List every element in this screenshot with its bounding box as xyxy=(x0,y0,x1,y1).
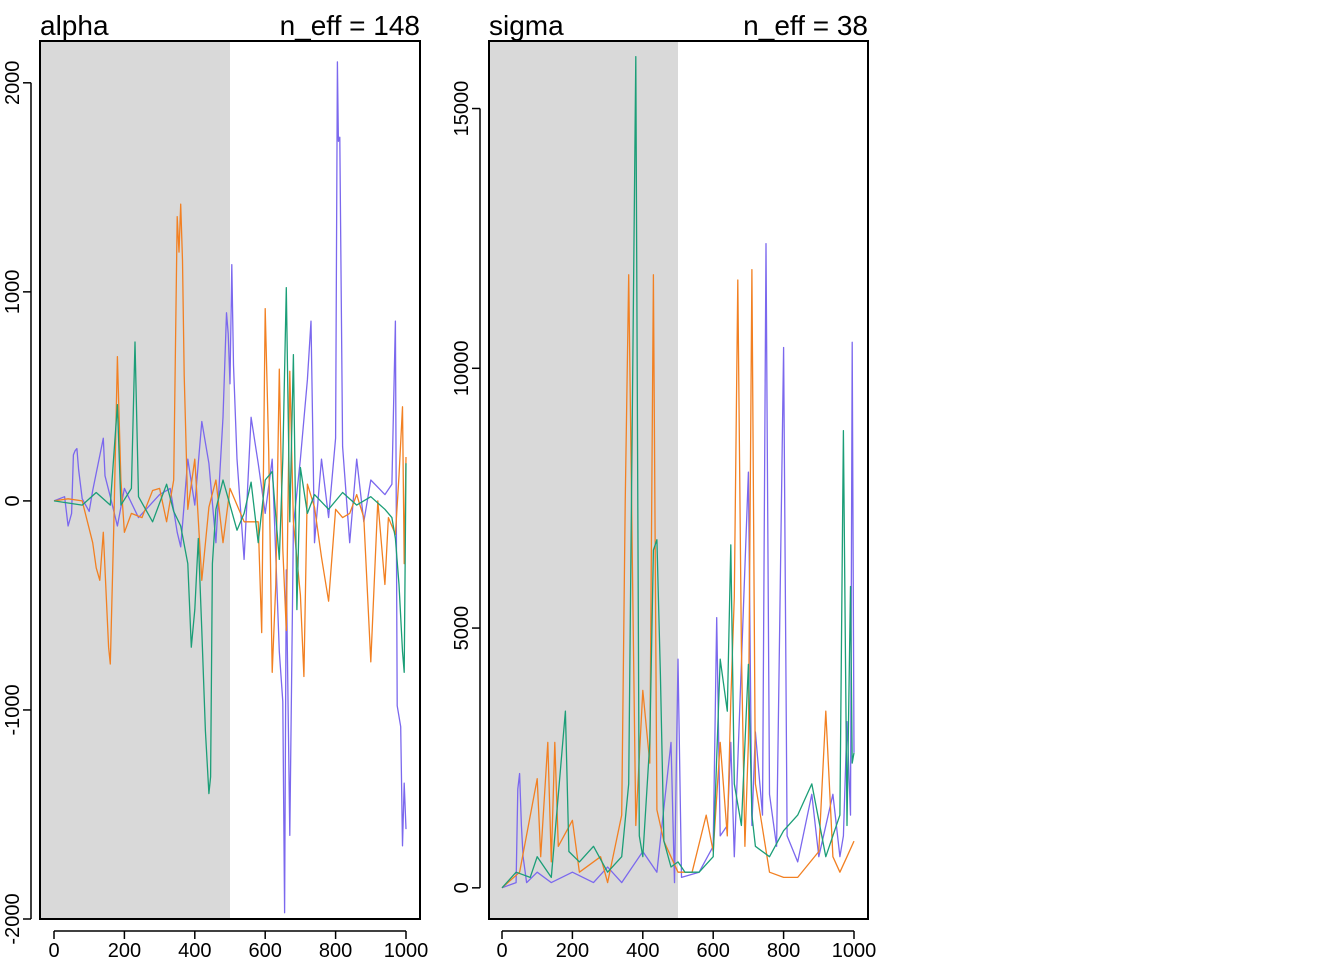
x-tick-label: 800 xyxy=(767,940,800,960)
plot-frame xyxy=(39,40,421,920)
x-tick-label: 200 xyxy=(556,940,589,960)
y-axis: 0 5000 10000 15000 xyxy=(451,81,481,893)
y-tick-label: 15000 xyxy=(451,81,473,137)
y-tick-label: 0 xyxy=(451,882,473,893)
panel-title: sigma xyxy=(489,10,564,41)
n-eff-annotation: n_eff = 38 xyxy=(743,10,868,41)
chain-traces xyxy=(501,55,855,889)
warmup-region xyxy=(489,41,678,919)
x-tick-label: 1000 xyxy=(384,940,429,960)
y-tick-label: 0 xyxy=(2,495,24,506)
x-tick-label: 600 xyxy=(697,940,730,960)
panel-alpha: alpha n_eff = 148 0 200 400 600 800 1000 -200… xyxy=(2,10,428,960)
x-tick-label: 400 xyxy=(626,940,659,960)
chain-3-trace xyxy=(501,55,855,889)
chain-3-trace xyxy=(53,287,407,795)
x-tick-label: 200 xyxy=(108,940,141,960)
chain-traces xyxy=(53,61,407,914)
chain-1-trace xyxy=(53,61,407,914)
x-tick-label: 0 xyxy=(496,940,507,960)
x-axis: 0 200 400 600 800 1000 xyxy=(496,930,877,960)
plot-frame xyxy=(488,40,869,920)
y-axis: -2000 -1000 0 1000 2000 xyxy=(2,61,32,945)
y-tick-label: 1000 xyxy=(2,270,24,315)
warmup-region xyxy=(40,41,230,919)
y-tick-label: -1000 xyxy=(2,684,24,735)
panel-title: alpha xyxy=(40,10,109,41)
x-axis: 0 200 400 600 800 1000 xyxy=(48,930,429,960)
n-eff-annotation: n_eff = 148 xyxy=(280,10,420,41)
chain-1-trace xyxy=(501,242,855,889)
y-tick-label: 2000 xyxy=(2,61,24,106)
x-tick-label: 800 xyxy=(319,940,352,960)
chain-2-trace xyxy=(501,268,855,889)
panel-sigma: sigma n_eff = 38 0 200 400 600 800 1000 0 5000… xyxy=(451,10,876,960)
y-tick-label: 5000 xyxy=(451,606,473,651)
x-tick-label: 1000 xyxy=(832,940,877,960)
x-tick-label: 0 xyxy=(48,940,59,960)
x-tick-label: 600 xyxy=(249,940,282,960)
chain-2-trace xyxy=(53,203,407,678)
x-tick-label: 400 xyxy=(178,940,211,960)
y-tick-label: -2000 xyxy=(2,893,24,944)
y-tick-label: 10000 xyxy=(451,340,473,396)
